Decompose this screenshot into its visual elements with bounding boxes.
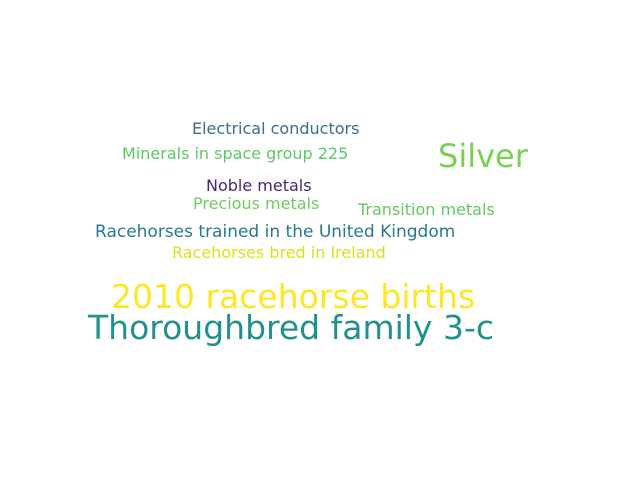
word-racehorses-bred-ireland: Racehorses bred in Ireland bbox=[172, 243, 386, 262]
word-electrical-conductors: Electrical conductors bbox=[192, 119, 360, 138]
word-2010-racehorse-births: 2010 racehorse births bbox=[111, 277, 476, 316]
word-silver: Silver bbox=[438, 137, 528, 175]
word-transition-metals: Transition metals bbox=[358, 200, 495, 219]
word-racehorses-trained-uk: Racehorses trained in the United Kingdom bbox=[95, 222, 456, 242]
word-noble-metals: Noble metals bbox=[206, 176, 312, 195]
word-minerals-space-group-225: Minerals in space group 225 bbox=[122, 144, 349, 163]
word-precious-metals: Precious metals bbox=[193, 194, 320, 213]
word-thoroughbred-family-3c: Thoroughbred family 3-c bbox=[88, 308, 494, 347]
